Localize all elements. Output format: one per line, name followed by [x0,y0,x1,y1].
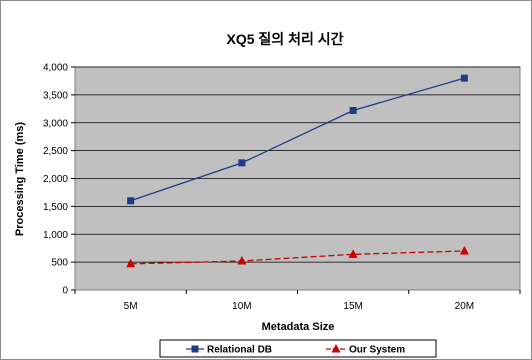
legend-marker [191,345,199,353]
x-tick-label: 5M [124,301,138,312]
x-axis-label: Metadata Size [262,321,335,333]
series-line [130,250,465,265]
y-tick-label: 3,000 [43,118,68,129]
x-axis-ticks: 5M 10M 15M 20M [74,290,521,312]
series-group [126,74,469,268]
y-tick-label: 2,500 [43,146,68,157]
data-point [127,197,135,205]
legend-box [159,339,437,358]
y-tick-label: 2,000 [43,174,68,185]
y-tick-label: 1,500 [43,202,68,213]
y-axis-ticks: 0 500 1,000 1,500 2,000 2,500 3,000 3,500 4,000 [43,63,75,297]
series-our-system [126,245,469,268]
data-point [126,258,136,268]
legend-label: Our System [349,345,405,356]
chart-title: XQ5 질의 처리 시간 [227,31,344,47]
series-line [130,77,465,202]
x-tick-label: 20M [455,301,474,312]
y-tick-label: 4,000 [43,63,68,74]
series-relational-db [127,74,468,205]
x-tick-label: 10M [232,301,251,312]
y-tick-label: 500 [51,258,68,269]
y-tick-label: 1,000 [43,230,68,241]
data-point [237,256,247,265]
legend-label: Relational DB [207,345,272,356]
legend: Relational DB Our System [159,339,437,358]
y-axis-label: Processing Time (ms) [14,122,26,236]
data-point [349,106,357,114]
data-point [460,74,468,82]
legend-marker [331,344,341,353]
y-tick-label: 3,500 [43,90,68,101]
y-tick-label: 0 [62,286,68,297]
gridlines [75,66,520,263]
data-point [238,159,246,167]
data-point [459,245,469,255]
data-point [348,249,358,258]
x-tick-label: 15M [343,301,362,312]
